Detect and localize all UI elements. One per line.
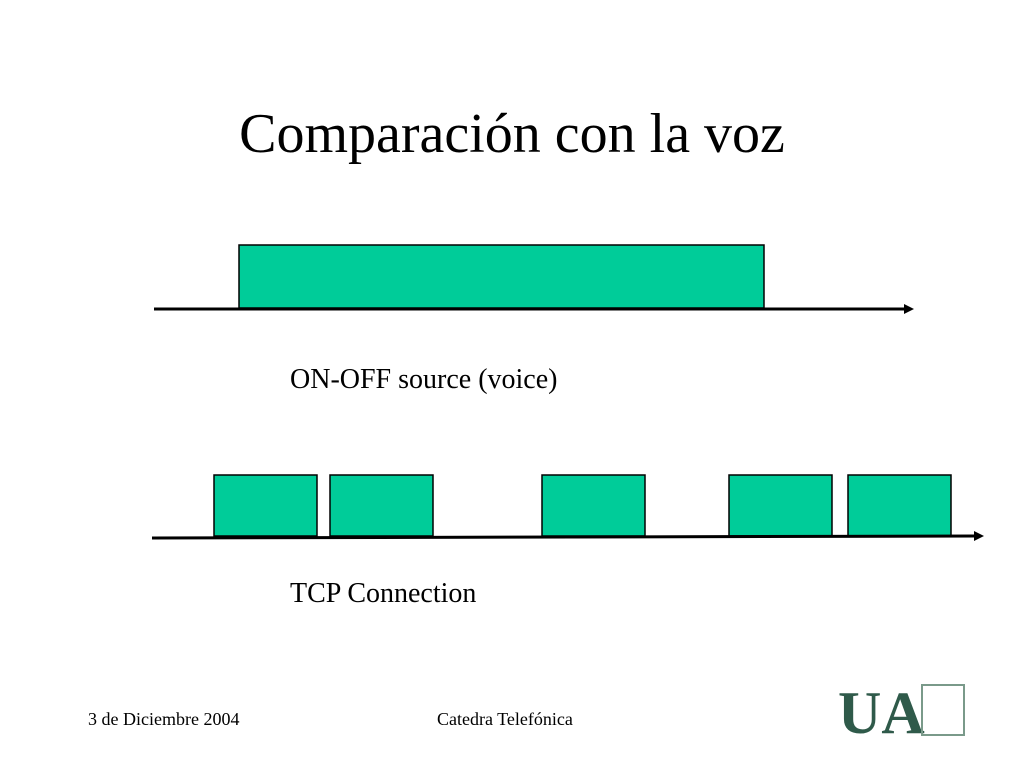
arrow-head <box>904 304 914 314</box>
tcp-block <box>847 474 952 537</box>
footer-center: Catedra Telefónica <box>437 709 573 729</box>
diagram-label: ON-OFF source (voice) <box>290 364 558 395</box>
tcp-block <box>213 474 318 537</box>
tcp-block <box>541 474 646 537</box>
footer-date: 3 de Diciembre 2004 <box>88 709 240 729</box>
logo: UA <box>838 680 965 746</box>
logo-building <box>921 684 965 736</box>
time-axis <box>151 534 977 540</box>
tcp-block <box>728 474 833 537</box>
voice-block <box>238 244 765 309</box>
tcp-block <box>329 474 434 537</box>
diagram-label: TCP Connection <box>290 578 477 609</box>
arrow-head <box>974 531 984 541</box>
logo-text: UA <box>838 680 925 746</box>
title: Comparación con la voz <box>239 103 785 165</box>
